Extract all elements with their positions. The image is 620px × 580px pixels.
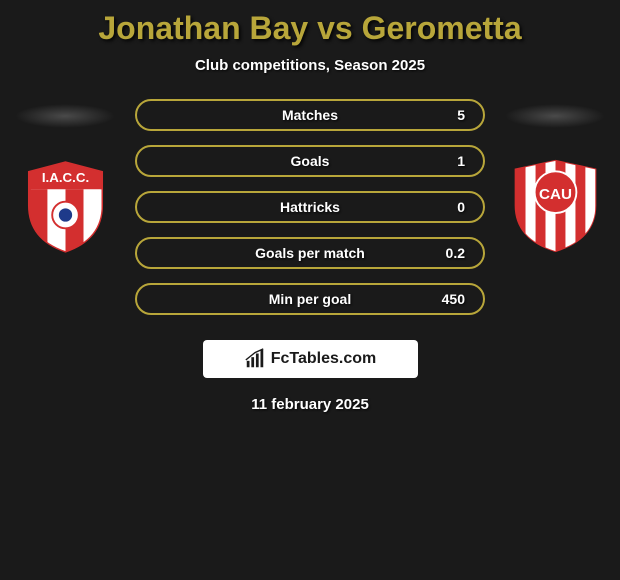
stat-label: Matches [205,107,415,123]
comparison-title: Jonathan Bay vs Gerometta [0,10,620,47]
stat-label: Hattricks [205,199,415,215]
stat-row-hattricks: Hattricks 0 [135,191,485,223]
club-badge-right: CAU [508,158,603,253]
player-left-side: I.A.C.C. [10,99,120,253]
player-left-name-pill [15,104,115,128]
brand-text: FcTables.com [271,350,377,368]
season-subtitle: Club competitions, Season 2025 [0,57,620,74]
stat-right-value: 0.2 [415,245,465,261]
stat-row-goals-per-match: Goals per match 0.2 [135,237,485,269]
stat-right-value: 450 [415,291,465,307]
svg-text:I.A.C.C.: I.A.C.C. [41,170,88,185]
stat-row-goals: Goals 1 [135,145,485,177]
club-badge-left: I.A.C.C. [18,158,113,253]
stat-row-min-per-goal: Min per goal 450 [135,283,485,315]
stat-label: Goals [205,153,415,169]
stats-list: Matches 5 Goals 1 Hattricks 0 Goals per … [135,99,485,315]
stat-right-value: 0 [415,199,465,215]
stat-right-value: 1 [415,153,465,169]
stat-label: Goals per match [205,245,415,261]
player-right-side: CAU [500,99,610,253]
chart-icon [244,348,266,370]
stat-right-value: 5 [415,107,465,123]
date-label: 11 february 2025 [0,396,620,413]
stat-row-matches: Matches 5 [135,99,485,131]
brand-logo: FcTables.com [203,340,418,378]
stat-label: Min per goal [205,291,415,307]
svg-text:CAU: CAU [539,186,572,203]
player-right-name-pill [505,104,605,128]
